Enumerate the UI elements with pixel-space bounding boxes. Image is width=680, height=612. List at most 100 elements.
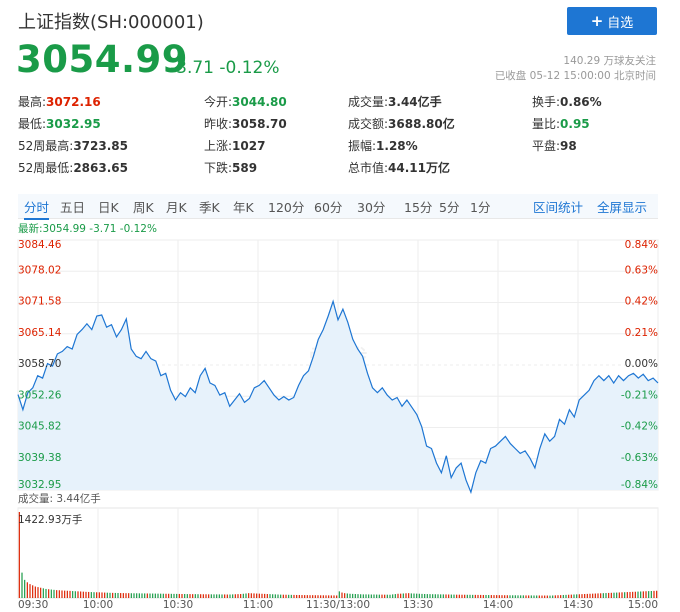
price-tick-label: 3084.46 <box>18 239 62 251</box>
stat-label: 上涨: <box>204 139 233 153</box>
stat-label: 昨收: <box>204 117 233 131</box>
stat-label: 平盘: <box>532 139 561 153</box>
stat-item: 换手:0.86% <box>532 93 602 110</box>
stat-item: 上涨:1027 <box>204 137 265 154</box>
stat-label: 换手: <box>532 95 561 109</box>
stat-value: 1027 <box>232 139 266 153</box>
followers-count: 140.29 万球友关注 <box>563 55 656 67</box>
market-status: 已收盘 05-12 15:00:00 北京时间 <box>494 70 656 82</box>
stat-value: 589 <box>232 161 258 175</box>
current-price: 3054.99 <box>16 38 189 81</box>
stat-value: 3058.70 <box>232 117 287 131</box>
fullscreen-link[interactable]: 全屏显示 <box>597 200 648 215</box>
tab-period[interactable]: 30分 <box>357 200 386 215</box>
time-tick-label: 09:30 <box>18 599 48 611</box>
pct-tick-label: -0.84% <box>621 479 658 491</box>
market-meta: 140.29 万球友关注 已收盘 05-12 15:00:00 北京时间 <box>495 54 656 84</box>
price-tick-label: 3065.14 <box>18 327 62 339</box>
stat-item: 成交量:3.44亿手 <box>348 93 442 110</box>
stat-item: 最高:3072.16 <box>18 93 101 110</box>
latest-line: 最新:3054.99 -3.71 -0.12% <box>18 223 157 235</box>
volume-label: 成交量: 3.44亿手 <box>18 493 101 505</box>
price-tick-label: 3078.02 <box>18 264 61 276</box>
tab-period[interactable]: 60分 <box>314 200 343 215</box>
stat-item: 总市值:44.11万亿 <box>348 159 450 176</box>
volume-max-label: 1422.93万手 <box>18 514 83 526</box>
stat-label: 今开: <box>204 95 233 109</box>
range-stats-link[interactable]: 区间统计 <box>533 200 584 215</box>
pct-tick-label: -0.21% <box>621 389 658 401</box>
time-tick-label: 15:00 <box>628 599 658 611</box>
stat-value: 2863.65 <box>73 161 128 175</box>
pct-tick-label: 0.84% <box>625 239 658 251</box>
stat-label: 下跌: <box>204 161 233 175</box>
time-tick-label: 11:30/13:00 <box>306 599 370 611</box>
time-tick-label: 10:00 <box>83 599 113 611</box>
add-watchlist-label: 自选 <box>607 15 634 31</box>
stat-value: 3.44亿手 <box>388 95 442 109</box>
stat-label: 最低: <box>18 117 47 131</box>
stat-value: 3072.16 <box>46 95 101 109</box>
stat-label: 总市值: <box>348 161 389 175</box>
pct-tick-label: 0.00% <box>625 358 658 370</box>
tab-period[interactable]: 15分 <box>404 200 433 215</box>
stat-item: 52周最高:3723.85 <box>18 137 128 154</box>
pct-tick-label: -0.63% <box>621 452 658 464</box>
pct-tick-label: 0.42% <box>625 296 658 308</box>
stat-item: 下跌:589 <box>204 159 257 176</box>
price-change: -3.71 -0.12% <box>170 58 280 78</box>
stat-value: 1.28% <box>376 139 418 153</box>
stat-value: 3723.85 <box>73 139 128 153</box>
stat-item: 昨收:3058.70 <box>204 115 287 132</box>
time-tick-label: 14:00 <box>483 599 513 611</box>
stat-value: 44.11万亿 <box>388 161 451 175</box>
tab-period[interactable]: 分时 <box>24 197 50 220</box>
stat-item: 最低:3032.95 <box>18 115 101 132</box>
tab-period[interactable]: 年K <box>233 200 254 215</box>
stat-item: 今开:3044.80 <box>204 93 287 110</box>
time-tick-label: 10:30 <box>163 599 193 611</box>
price-tick-label: 3052.26 <box>18 389 62 401</box>
pct-tick-label: -0.42% <box>621 421 658 433</box>
chart-period-tabs: 分时 五日 日K 周K 月K 季K 年K 120分 60分 30分 15分 5分 1分 区间统计 全屏显示 <box>18 194 658 220</box>
tab-period[interactable]: 5分 <box>439 200 460 215</box>
price-tick-label: 3071.58 <box>18 296 61 308</box>
stat-value: 3044.80 <box>232 95 287 109</box>
time-tick-label: 14:30 <box>563 599 593 611</box>
price-area <box>18 301 658 493</box>
stat-value: 98 <box>560 139 577 153</box>
index-title: 上证指数(SH:000001) <box>18 12 204 33</box>
stat-item: 振幅:1.28% <box>348 137 418 154</box>
stat-label: 最高: <box>18 95 47 109</box>
time-tick-label: 13:30 <box>403 599 433 611</box>
stat-label: 成交量: <box>348 95 389 109</box>
price-line <box>17 299 659 495</box>
price-tick-label: 3032.95 <box>18 479 61 491</box>
stat-label: 量比: <box>532 117 561 131</box>
tab-period[interactable]: 月K <box>166 200 187 215</box>
plus-icon: + <box>590 12 604 30</box>
stat-value: 0.95 <box>560 117 590 131</box>
tab-period[interactable]: 120分 <box>268 200 305 215</box>
tab-period[interactable]: 1分 <box>470 200 491 215</box>
stat-label: 52周最高: <box>18 139 74 153</box>
stat-label: 振幅: <box>348 139 377 153</box>
stat-value: 0.86% <box>560 95 602 109</box>
add-watchlist-button[interactable]: + 自选 <box>567 7 657 35</box>
stat-item: 量比:0.95 <box>532 115 590 132</box>
stat-value: 3688.80亿 <box>388 117 455 131</box>
stat-value: 3032.95 <box>46 117 101 131</box>
price-tick-label: 3045.82 <box>18 421 61 433</box>
stat-label: 成交额: <box>348 117 389 131</box>
tab-period[interactable]: 周K <box>133 200 154 215</box>
price-tick-label: 3039.38 <box>18 452 61 464</box>
tab-period[interactable]: 五日 <box>60 200 86 215</box>
tab-period[interactable]: 日K <box>98 200 119 215</box>
time-tick-label: 11:00 <box>243 599 273 611</box>
stat-label: 52周最低: <box>18 161 74 175</box>
stat-item: 成交额:3688.80亿 <box>348 115 455 132</box>
pct-tick-label: 0.21% <box>625 327 658 339</box>
stat-item: 52周最低:2863.65 <box>18 159 128 176</box>
tab-period[interactable]: 季K <box>199 200 220 215</box>
